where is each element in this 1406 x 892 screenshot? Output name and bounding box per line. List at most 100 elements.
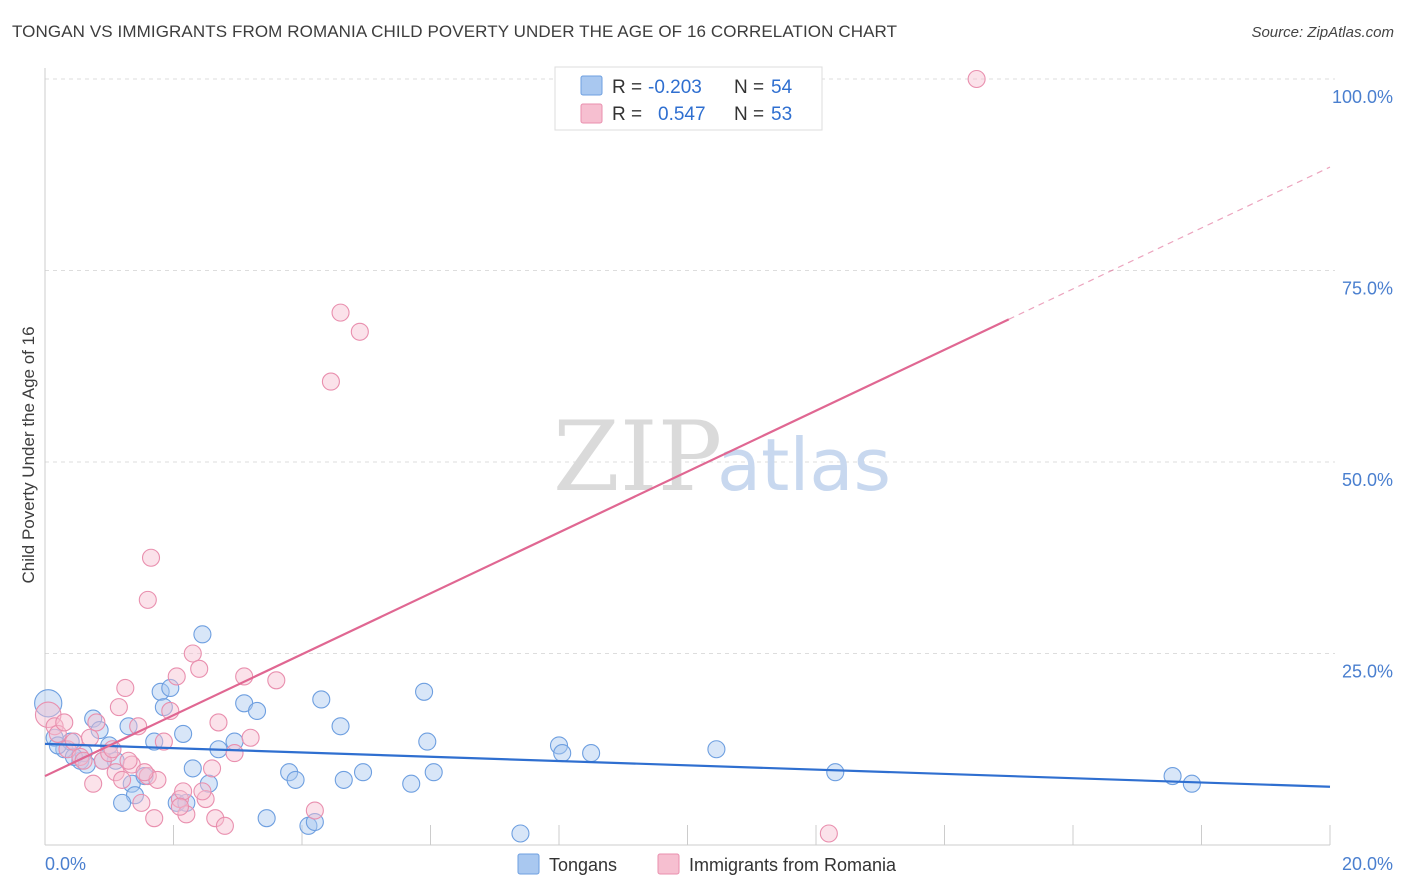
data-point <box>80 728 100 747</box>
data-point <box>174 782 193 801</box>
data-point <box>402 774 421 793</box>
data-point <box>138 590 157 609</box>
trend-line-extension-pink <box>1008 166 1331 320</box>
data-point <box>415 682 434 701</box>
bottom-legend-swatch-tongans <box>517 853 540 875</box>
trend-lines <box>44 166 1331 788</box>
data-point <box>707 740 726 759</box>
data-point <box>267 671 286 690</box>
data-point <box>257 809 276 828</box>
tick-labels: 25.0% 50.0% 75.0% 100.0% 0.0% 20.0% <box>45 87 1393 874</box>
data-point <box>106 763 125 782</box>
data-point <box>967 69 986 89</box>
data-point <box>151 682 170 701</box>
y-axis-label: Child Poverty Under the Age of 16 <box>19 326 38 583</box>
data-point <box>582 744 601 763</box>
legend-r-label-2: R = <box>612 104 642 125</box>
data-point <box>305 801 324 820</box>
legend-swatch-pink <box>580 103 603 124</box>
watermark: ZIP atlas <box>553 401 891 513</box>
data-point <box>331 717 350 736</box>
data-point <box>247 701 267 721</box>
data-point <box>167 667 186 686</box>
bottom-legend-swatch-romania <box>657 853 680 875</box>
legend-r-value-1: -0.203 <box>648 77 702 98</box>
data-point <box>321 372 340 391</box>
x-tick-label: 0.0% <box>45 854 86 874</box>
legend-r-label-1: R = <box>612 77 642 98</box>
y-tick-label: 50.0% <box>1342 470 1393 490</box>
watermark-atlas: atlas <box>717 423 891 507</box>
data-point <box>177 805 196 824</box>
data-point <box>280 763 299 782</box>
legend-swatch-blue <box>580 75 603 96</box>
data-point <box>206 809 225 828</box>
bottom-legend: Tongans Immigrants from Romania <box>517 853 897 875</box>
data-point <box>145 809 164 828</box>
bottom-legend-tongans: Tongans <box>549 855 617 875</box>
trend-line-blue <box>44 742 1331 788</box>
data-point <box>353 763 373 782</box>
data-point <box>225 744 244 763</box>
data-point <box>119 751 138 770</box>
data-point <box>1182 774 1201 793</box>
data-point <box>174 724 193 743</box>
data-point <box>350 322 369 341</box>
data-point <box>34 689 63 718</box>
legend-n-value-2: 53 <box>771 104 792 125</box>
data-point <box>109 698 128 717</box>
x-tick-label: 20.0% <box>1342 854 1393 874</box>
data-point <box>55 713 74 732</box>
data-point <box>183 644 202 663</box>
data-point <box>203 759 222 778</box>
axes <box>44 68 1331 846</box>
data-point <box>64 732 83 751</box>
series-tongans <box>34 625 1201 843</box>
data-point <box>154 732 173 751</box>
y-tick-label: 100.0% <box>1332 87 1393 107</box>
data-point <box>190 659 209 678</box>
y-tick-label: 25.0% <box>1342 662 1393 682</box>
data-point <box>161 678 180 698</box>
source-label: Source: ZipAtlas.com <box>1251 24 1394 41</box>
y-tick-label: 75.0% <box>1342 279 1393 299</box>
data-point <box>193 625 212 644</box>
data-point <box>286 770 305 789</box>
data-point <box>215 816 234 835</box>
data-point <box>170 797 189 816</box>
legend-n-value-1: 54 <box>771 77 793 98</box>
trend-line-pink <box>44 318 1010 778</box>
data-point <box>48 724 67 743</box>
data-point <box>113 793 132 812</box>
data-point <box>199 774 218 793</box>
data-point <box>424 763 443 782</box>
data-point <box>312 690 331 709</box>
data-point <box>193 782 212 801</box>
data-point <box>418 732 437 751</box>
data-point <box>183 759 202 778</box>
legend-n-label-1: N = <box>734 77 764 98</box>
data-point <box>826 763 845 782</box>
data-point <box>135 763 154 782</box>
data-point <box>113 770 132 789</box>
data-point <box>553 744 572 763</box>
data-point <box>145 732 164 751</box>
series-romania <box>34 69 986 843</box>
data-point <box>116 678 135 698</box>
grid-lines <box>45 78 1335 654</box>
data-point <box>331 303 350 322</box>
data-point <box>132 793 151 812</box>
data-point <box>334 770 353 789</box>
data-point <box>511 824 530 843</box>
data-point <box>209 713 228 732</box>
legend-r-value-2: 0.547 <box>658 104 706 125</box>
legend-n-label-2: N = <box>734 104 764 125</box>
chart-title: TONGAN VS IMMIGRANTS FROM ROMANIA CHILD … <box>12 22 898 41</box>
legend: R = -0.203 N = 54 R = 0.547 N = 53 <box>554 66 823 131</box>
data-point <box>119 717 138 736</box>
data-point <box>241 728 260 747</box>
bottom-legend-romania: Immigrants from Romania <box>689 855 897 875</box>
data-point <box>819 824 838 843</box>
data-point <box>141 548 161 567</box>
